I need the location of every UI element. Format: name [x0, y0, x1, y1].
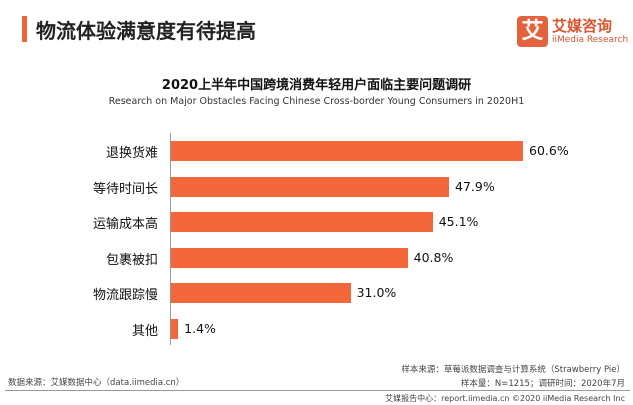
- data-label: 31.0%: [356, 285, 397, 301]
- title-accent-bar: [22, 16, 27, 42]
- category-label: 物流跟踪慢: [92, 288, 158, 304]
- bar: [170, 212, 433, 233]
- report-center: 艾媒报告中心：report.iimedia.cn ©2020 iiMedia R…: [385, 394, 625, 403]
- sample-info: 样本量：N=1215；调研时间：2020年7月: [460, 379, 625, 389]
- bar: [170, 176, 450, 197]
- sample-source: 样本来源：草莓派数据调查与计算系统（Strawberry Pie）: [401, 365, 625, 375]
- bar: [170, 319, 179, 339]
- footer-divider: [5, 390, 630, 391]
- category-label: 其他: [131, 324, 158, 339]
- chart-subtitle: Research on Major Obstacles Facing Chine…: [108, 96, 525, 107]
- category-label: 退换货难: [105, 146, 158, 161]
- logo-text: 艾媒咨询: [552, 17, 613, 35]
- category-label: 等待时间长: [92, 181, 158, 197]
- category-label: 包裹被扣: [105, 252, 158, 268]
- data-label: 40.8%: [413, 249, 454, 265]
- data-label: 60.6%: [529, 143, 569, 158]
- bar: [170, 283, 351, 304]
- category-label: 运输成本高: [92, 217, 158, 233]
- bar: [170, 141, 523, 161]
- logo-icon: 艾: [517, 16, 548, 47]
- data-source: 数据来源：艾媒数据中心（data.iimedia.cn）: [8, 378, 185, 388]
- y-axis-line: [170, 133, 171, 345]
- data-label: 47.9%: [455, 178, 495, 194]
- data-label: 1.4%: [184, 321, 216, 336]
- logo-subtext: iiMedia Research: [552, 35, 629, 45]
- chart-title: 2020上半年中国跨境消费年轻用户面临主要问题调研: [161, 78, 472, 93]
- page-title: 物流体验满意度有待提高: [36, 19, 256, 43]
- bar: [170, 247, 408, 268]
- data-label: 45.1%: [438, 214, 479, 230]
